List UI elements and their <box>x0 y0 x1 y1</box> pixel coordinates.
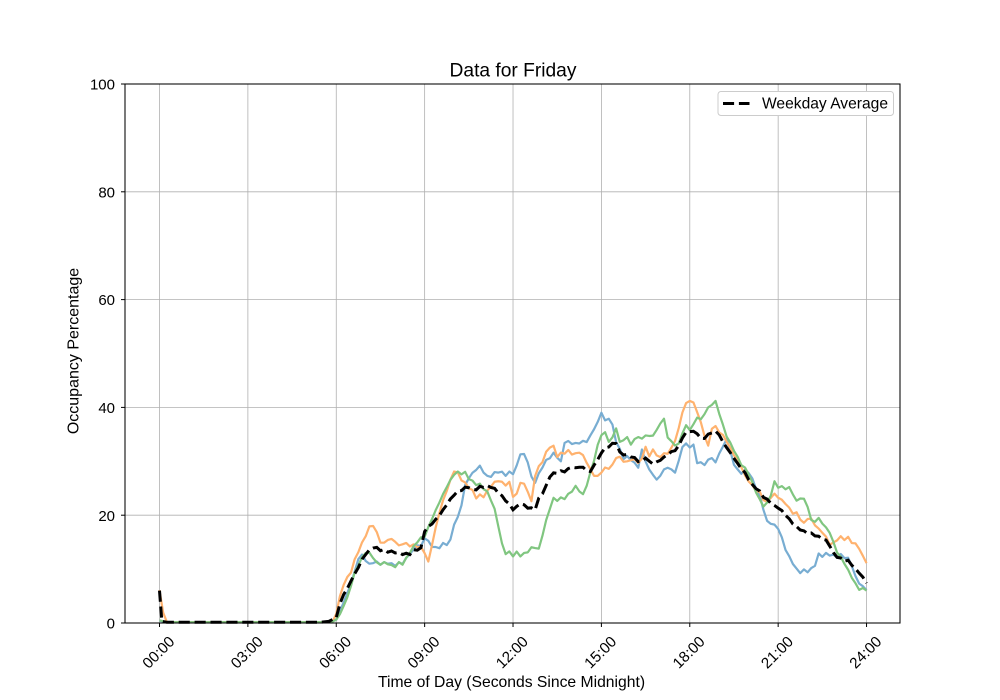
svg-text:Occupancy Percentage: Occupancy Percentage <box>66 268 83 434</box>
svg-text:Weekday Average: Weekday Average <box>762 96 888 113</box>
svg-text:40: 40 <box>98 400 115 417</box>
svg-text:20: 20 <box>98 508 115 525</box>
svg-text:100: 100 <box>90 77 115 94</box>
svg-text:Data for Friday: Data for Friday <box>450 61 577 82</box>
svg-text:0: 0 <box>107 616 115 633</box>
svg-text:60: 60 <box>98 292 115 309</box>
svg-text:Time of Day (Seconds Since Mid: Time of Day (Seconds Since Midnight) <box>378 674 645 691</box>
svg-text:80: 80 <box>98 184 115 201</box>
